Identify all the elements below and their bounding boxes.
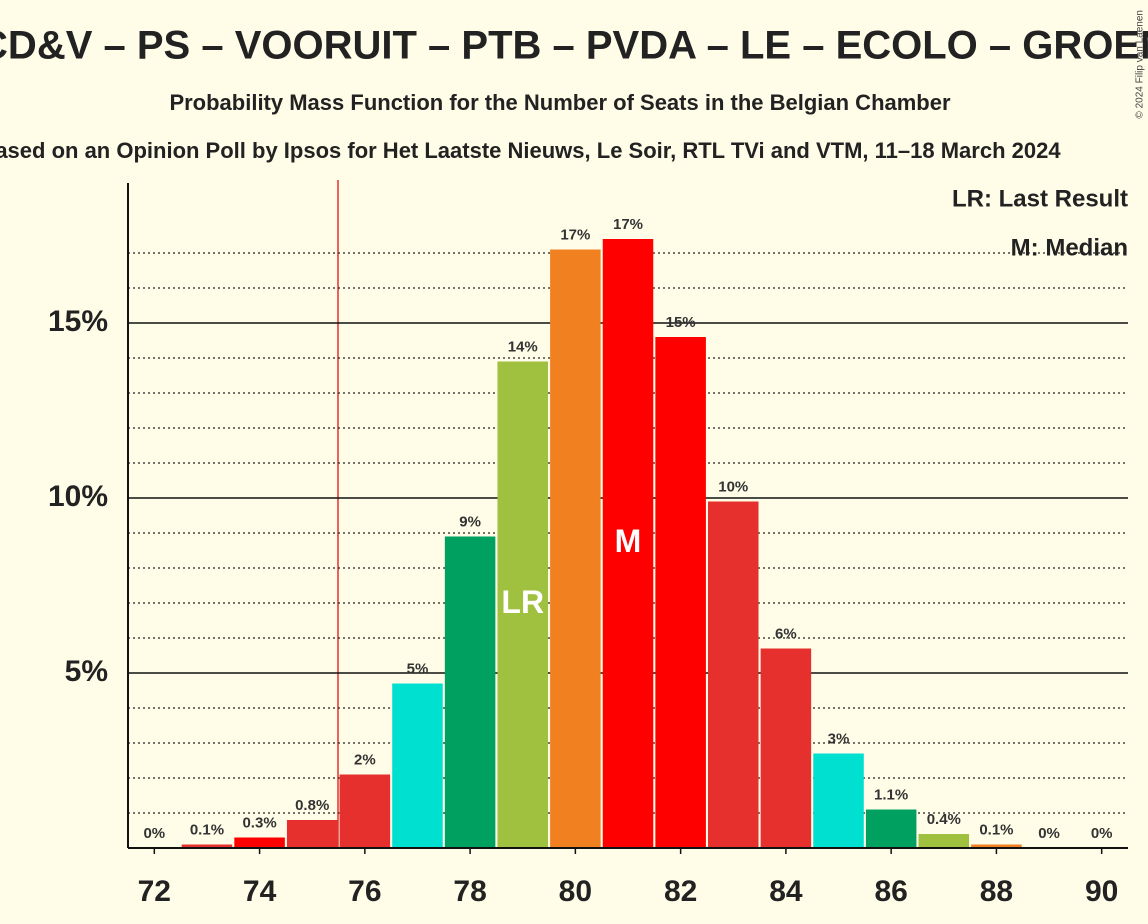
x-tick-label: 84	[769, 875, 803, 908]
bar-marker: LR	[501, 584, 544, 620]
bar	[181, 844, 233, 848]
copyright: © 2024 Filip van Laenen	[1135, 10, 1146, 119]
value-label: 14%	[508, 338, 538, 355]
x-tick-label: 72	[138, 875, 171, 908]
value-label: 2%	[354, 751, 376, 768]
x-tick-label: 76	[348, 875, 381, 908]
bar	[550, 249, 601, 848]
x-tick-label: 78	[453, 875, 486, 908]
value-label: 17%	[613, 216, 643, 233]
bar	[813, 753, 864, 848]
y-tick-label: 15%	[48, 305, 108, 338]
y-tick-label: 5%	[65, 655, 108, 688]
bar	[708, 501, 759, 848]
value-label: 17%	[560, 226, 590, 243]
value-label: 0%	[1091, 825, 1113, 842]
x-tick-label: 74	[243, 875, 277, 908]
chart-subtitle: Probability Mass Function for the Number…	[169, 90, 951, 115]
value-label: 10%	[718, 478, 748, 495]
bar	[918, 834, 970, 848]
x-tick-label: 80	[559, 875, 592, 908]
value-label: 0%	[1038, 825, 1060, 842]
legend-note: LR: Last Result	[952, 185, 1128, 212]
chart-source: Based on an Opinion Poll by Ipsos for He…	[0, 138, 1061, 163]
bar	[865, 809, 917, 848]
value-label: 0.4%	[927, 811, 961, 828]
value-label: 0.1%	[979, 821, 1013, 838]
y-tick-label: 10%	[48, 480, 108, 513]
value-label: 0%	[143, 825, 165, 842]
bar	[655, 337, 706, 848]
bar	[339, 774, 391, 848]
value-label: 0.3%	[242, 814, 276, 831]
value-label: 3%	[828, 730, 850, 747]
bar	[760, 648, 812, 848]
bar	[286, 820, 338, 848]
value-label: 0.8%	[295, 797, 329, 814]
value-label: 0.1%	[190, 821, 224, 838]
value-label: 5%	[407, 660, 429, 677]
legend-note: M: Median	[1011, 234, 1128, 261]
x-tick-label: 82	[664, 875, 697, 908]
bar	[392, 683, 443, 848]
x-tick-label: 86	[874, 875, 907, 908]
bar	[602, 239, 654, 848]
x-tick-label: 90	[1085, 875, 1118, 908]
chart-title: CD&V – PS – VOORUIT – PTB – PVDA – LE – …	[0, 24, 1148, 68]
bar	[234, 837, 285, 848]
x-tick-label: 88	[980, 875, 1013, 908]
bar	[497, 361, 548, 848]
value-label: 15%	[666, 314, 696, 331]
bar-marker: M	[615, 523, 642, 559]
value-label: 6%	[775, 625, 797, 642]
bar	[444, 536, 496, 848]
bar	[971, 844, 1022, 848]
value-label: 1.1%	[874, 786, 908, 803]
value-label: 9%	[459, 513, 481, 530]
